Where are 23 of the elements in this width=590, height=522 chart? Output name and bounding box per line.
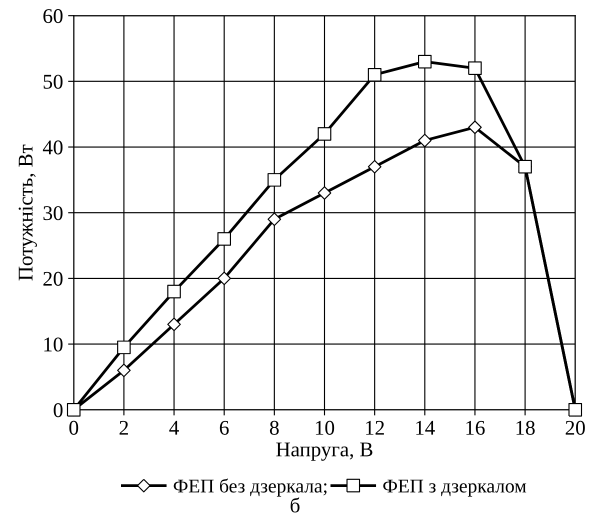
y-tick-label: 50 [44,74,63,89]
y-tick-label: 20 [43,272,63,286]
x-tick-label: 12 [366,420,384,435]
y-tick-label: 40 [42,140,63,154]
x-tick-label: 20 [566,420,585,435]
x-tick-label: 2 [120,420,128,435]
y-tick-label: 60 [43,9,63,24]
x-tick-label: 0 [69,420,78,435]
x-tick-label: 10 [316,420,334,435]
x-tick-label: 6 [220,420,229,435]
x-axis-title: Напруга, В [276,442,372,461]
y-tick-label: 30 [43,206,63,220]
x-tick-label: 8 [270,420,279,435]
y-tick-label: 10 [44,337,63,352]
y-tick-label: 0 [54,403,63,418]
text: б [290,497,300,513]
x-tick-label: 14 [416,420,435,435]
legend-label: ФЕП без дзеркала; [174,478,326,497]
y-axis-title: Потужність, Вт [18,144,37,280]
x-tick-label: 4 [169,420,179,435]
x-tick-label: 18 [516,420,535,435]
legend-label: ФЕП з дзеркалом [383,480,526,497]
x-tick-label: 16 [466,420,485,435]
